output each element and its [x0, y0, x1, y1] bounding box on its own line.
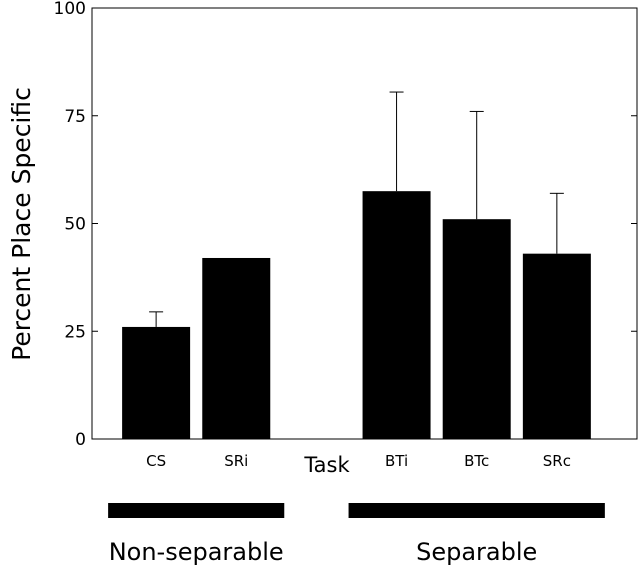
x-tick-label: BTi	[385, 452, 408, 470]
group-bar-1	[108, 503, 285, 518]
y-tick-label: 50	[64, 215, 86, 235]
y-tick-label: 25	[64, 322, 86, 342]
bars	[122, 191, 591, 439]
x-tick-label: BTc	[464, 452, 489, 470]
x-axis: CS SRi BTi BTc SRc	[146, 452, 571, 470]
y-tick-label: 75	[64, 107, 86, 127]
y-axis-label: Percent Place Specific	[7, 87, 36, 361]
group-bar-2	[348, 503, 605, 518]
bar-cs	[122, 326, 191, 439]
y-tick-label: 0	[75, 430, 86, 450]
x-tick-label: SRc	[543, 452, 571, 470]
x-tick-label: SRi	[224, 452, 248, 470]
y-tick-label: 100	[54, 0, 86, 19]
bar-bti	[362, 191, 431, 439]
group-label: Separable	[416, 538, 537, 566]
bar-src	[522, 253, 591, 439]
group-label: Non-separable	[109, 538, 284, 566]
bar-sri	[202, 257, 271, 439]
error-bars	[149, 91, 564, 327]
bar-btc	[442, 219, 511, 439]
x-axis-label: Task	[303, 453, 350, 477]
y-axis: 0 25 50 75 100	[54, 0, 637, 450]
group-annotations: Non-separable Separable	[108, 503, 605, 566]
x-tick-label: CS	[146, 452, 166, 470]
